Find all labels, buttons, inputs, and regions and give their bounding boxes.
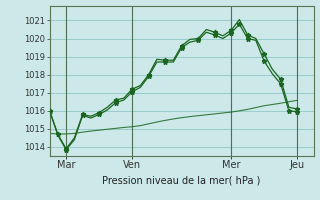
X-axis label: Pression niveau de la mer( hPa ): Pression niveau de la mer( hPa )	[102, 176, 261, 186]
